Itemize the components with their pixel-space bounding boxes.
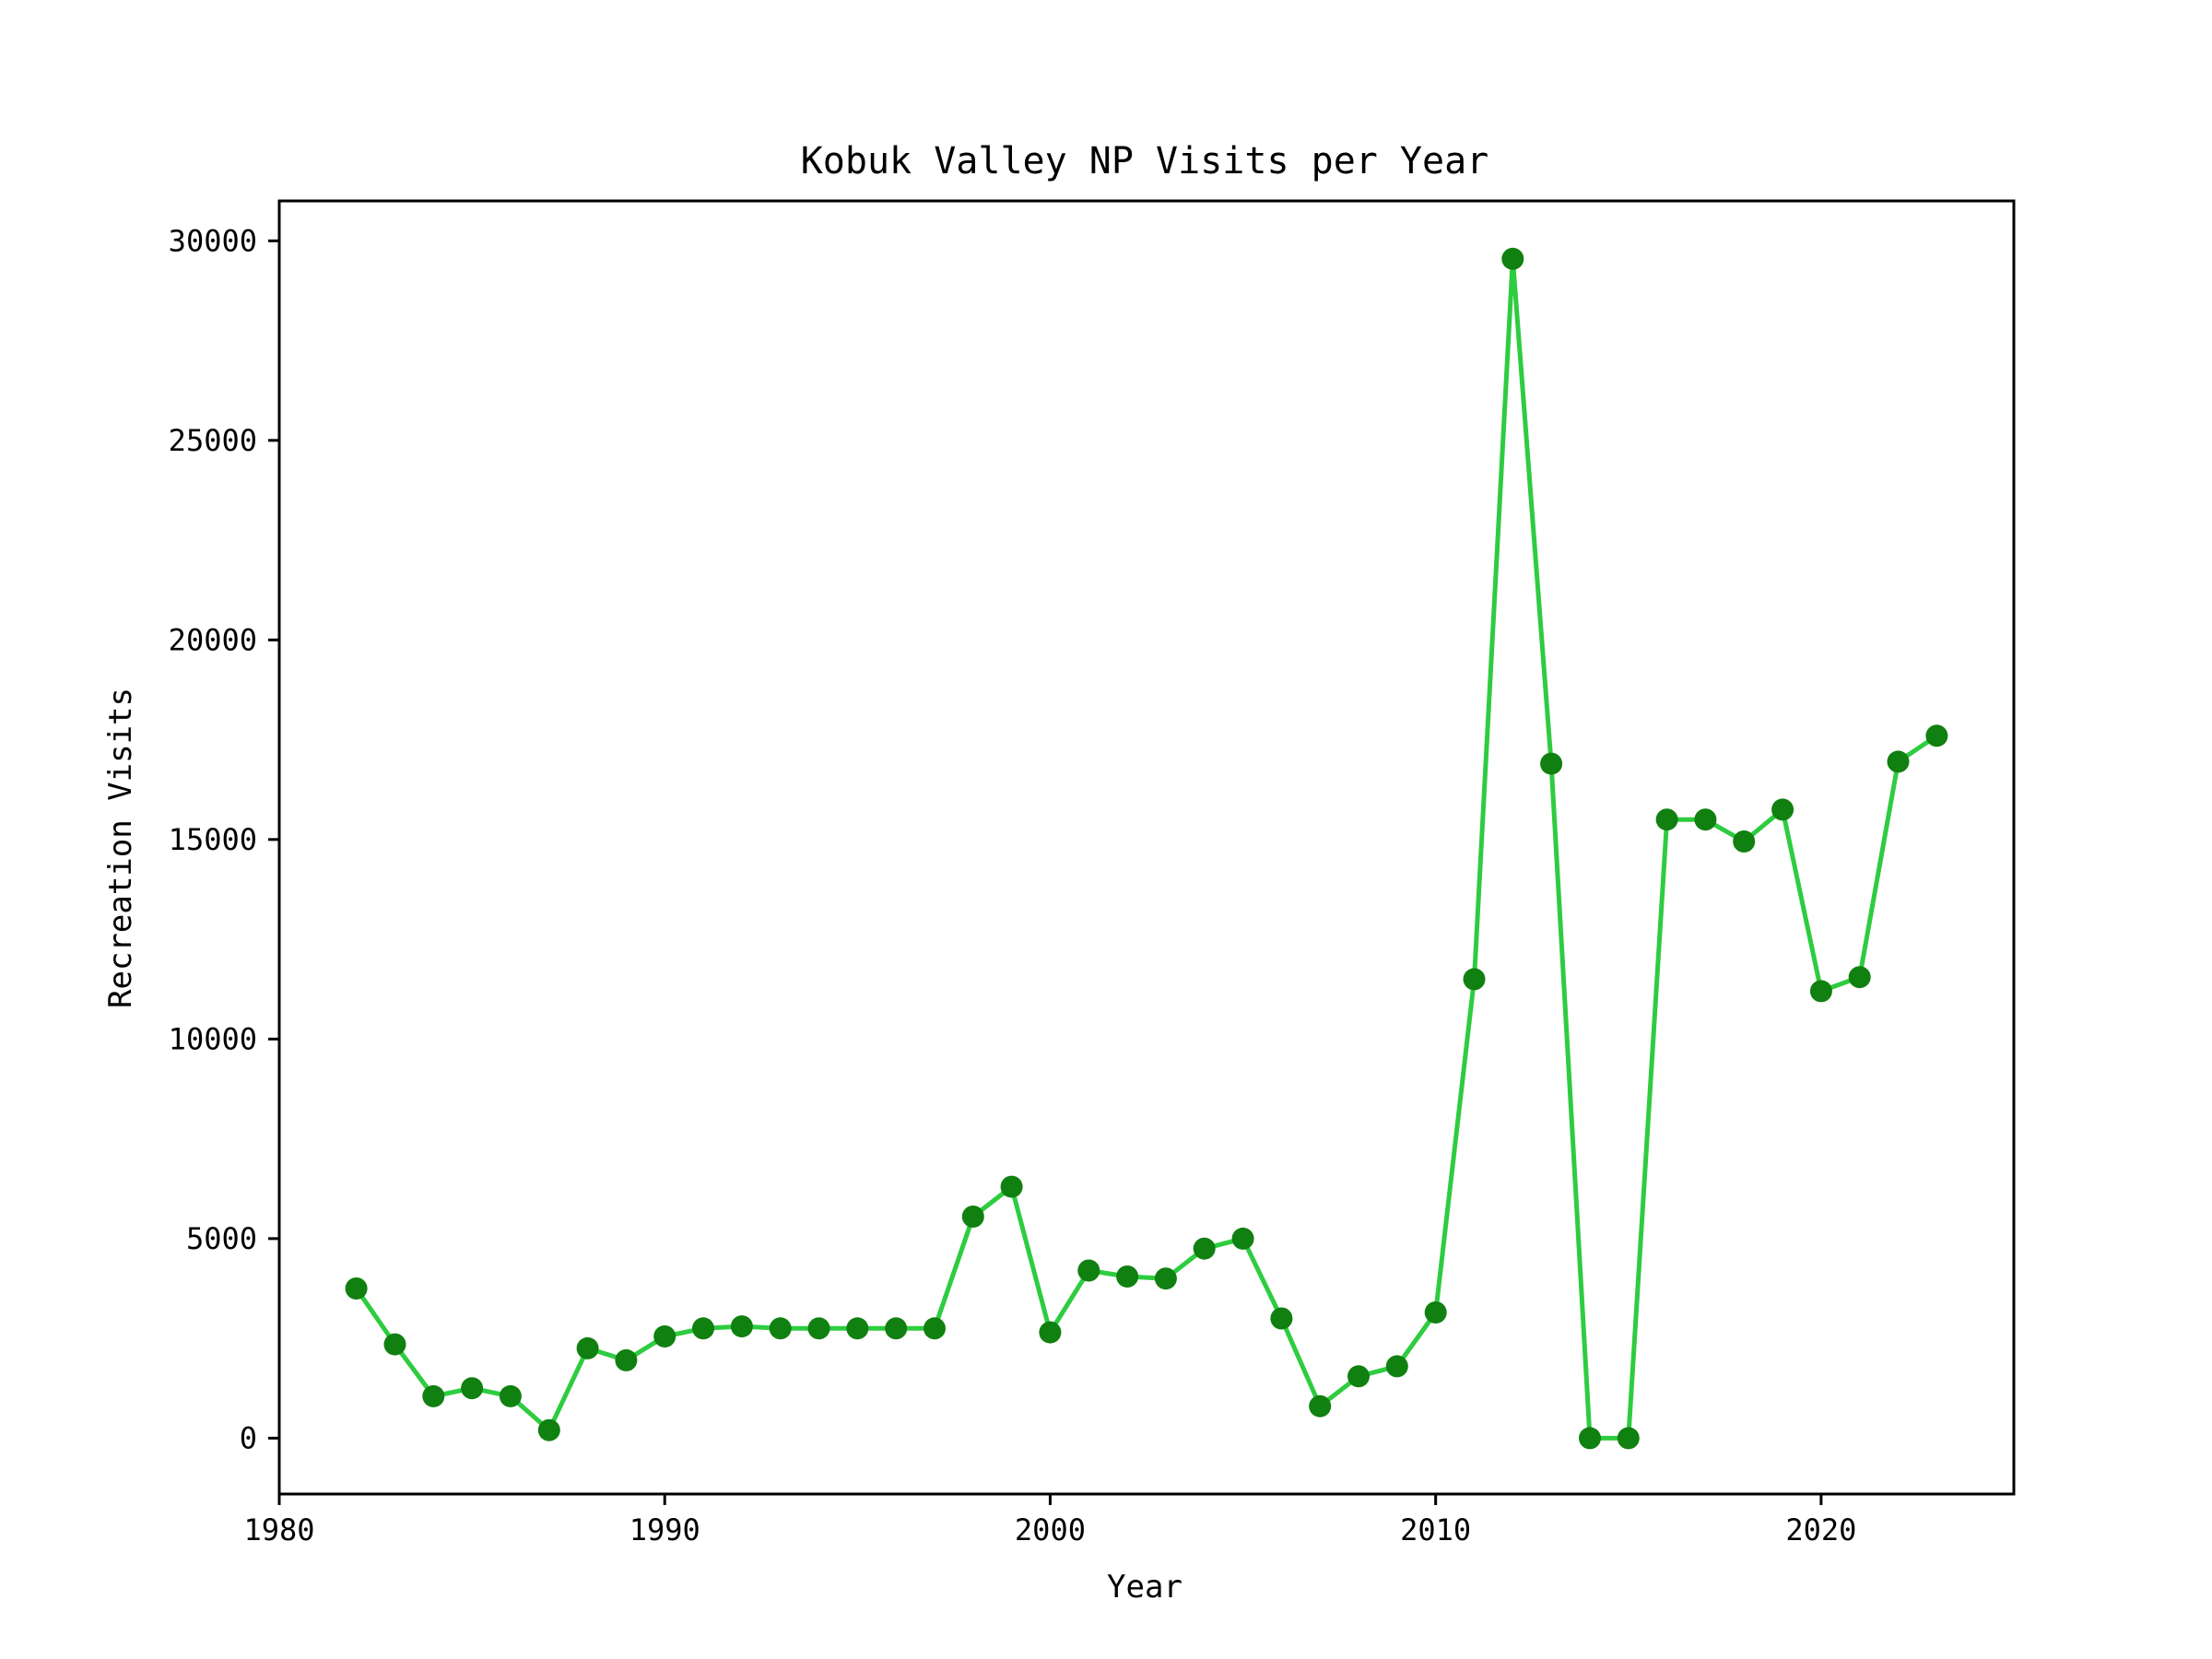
data-point	[1579, 1427, 1601, 1450]
data-point	[1039, 1321, 1062, 1344]
x-tick-label: 2000	[1015, 1512, 1086, 1547]
data-point	[576, 1336, 599, 1359]
data-point	[924, 1317, 946, 1340]
data-point	[615, 1348, 638, 1371]
y-tick-label: 10000	[169, 1021, 257, 1056]
data-point	[1193, 1237, 1216, 1260]
x-tick-label: 2010	[1400, 1512, 1471, 1547]
y-tick-label: 5000	[186, 1221, 257, 1256]
x-axis: 1980 1990 2000 2010 2020	[243, 1494, 1856, 1547]
data-point	[961, 1206, 984, 1228]
data-point	[807, 1317, 830, 1340]
data-point	[1655, 808, 1678, 831]
data-point	[1887, 750, 1910, 773]
data-point	[1809, 980, 1832, 1003]
x-tick-label: 2020	[1785, 1512, 1856, 1547]
series-line	[354, 256, 1938, 1441]
series-markers	[345, 247, 1948, 1450]
y-tick-label: 20000	[169, 622, 257, 657]
x-axis-label: Year	[1107, 1569, 1182, 1606]
data-point	[885, 1317, 908, 1340]
plot-area: 0 5000 10000 15000 20000 25000 30000 1980 1990 2…	[169, 199, 2016, 1547]
data-point	[653, 1325, 677, 1347]
data-point	[1463, 968, 1486, 991]
data-point	[1231, 1227, 1254, 1250]
y-tick-label: 30000	[169, 223, 257, 258]
data-point	[499, 1384, 522, 1407]
data-point	[1771, 798, 1794, 821]
data-point	[692, 1317, 714, 1340]
data-point	[1424, 1301, 1447, 1324]
data-point	[1385, 1355, 1408, 1378]
plot-frame	[277, 199, 2016, 1496]
data-point	[1617, 1427, 1640, 1450]
y-tick-label: 15000	[169, 822, 257, 857]
data-point	[846, 1317, 869, 1340]
data-point	[1733, 830, 1756, 853]
data-point	[730, 1315, 753, 1338]
y-axis: 0 5000 10000 15000 20000 25000 30000	[169, 223, 279, 1455]
data-point	[1925, 724, 1948, 747]
data-point	[1116, 1265, 1139, 1288]
data-point	[461, 1377, 484, 1400]
data-point	[1694, 808, 1717, 831]
data-point	[1270, 1307, 1293, 1330]
y-axis-label: Recreation Visits	[102, 688, 139, 1008]
data-point	[1501, 247, 1524, 270]
data-point	[345, 1277, 368, 1300]
data-point	[537, 1418, 560, 1441]
data-point	[769, 1317, 792, 1340]
chart-title: Kobuk Valley NP Visits per Year	[801, 140, 1489, 182]
x-tick-label: 1980	[243, 1512, 314, 1547]
data-point	[1347, 1365, 1370, 1388]
data-point	[383, 1333, 406, 1356]
data-point	[1154, 1267, 1177, 1290]
y-tick-label: 0	[240, 1420, 257, 1455]
data-point	[422, 1384, 445, 1407]
data-point	[1540, 752, 1563, 775]
data-point	[1848, 966, 1871, 989]
data-point	[1000, 1175, 1023, 1198]
data-point	[1309, 1394, 1332, 1418]
data-point	[1077, 1259, 1100, 1282]
x-tick-label: 1990	[629, 1512, 700, 1547]
y-tick-label: 25000	[169, 423, 257, 458]
